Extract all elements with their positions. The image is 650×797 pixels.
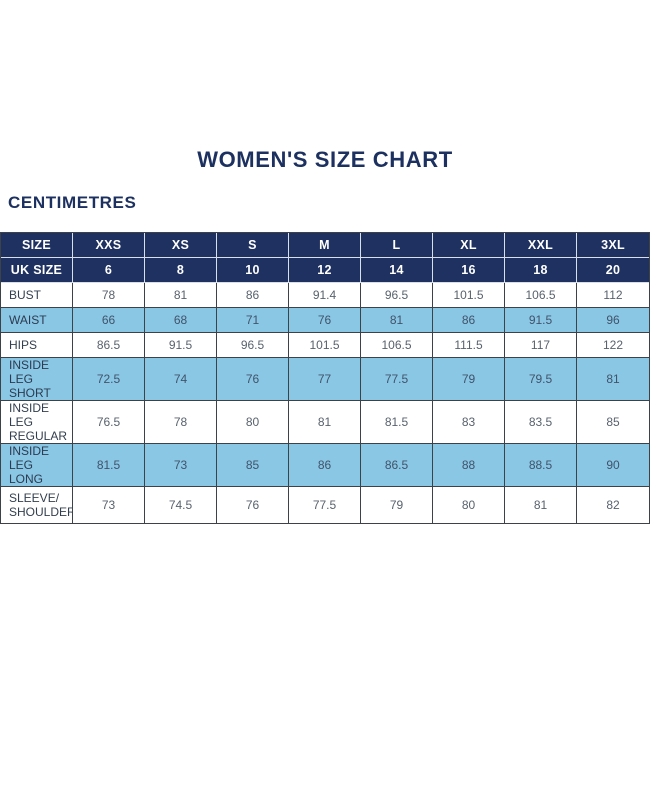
value-cell: 77.5 <box>361 358 433 401</box>
uk-size-value: 12 <box>289 258 361 283</box>
header-cell-s: S <box>217 233 289 258</box>
value-cell: 74 <box>145 358 217 401</box>
uk-size-row: UK SIZE 6 8 10 12 14 16 18 20 <box>1 258 649 283</box>
header-cell-l: L <box>361 233 433 258</box>
value-cell: 88.5 <box>505 444 577 487</box>
value-cell: 91.4 <box>289 283 361 308</box>
value-cell: 88 <box>433 444 505 487</box>
uk-size-value: 20 <box>577 258 649 283</box>
value-cell: 85 <box>577 401 649 444</box>
table-row-inside-leg-long: INSIDE LEG LONG 81.5 73 85 86 86.5 88 88… <box>1 444 649 487</box>
header-cell-3xl: 3XL <box>577 233 649 258</box>
value-cell: 81.5 <box>73 444 145 487</box>
value-cell: 83 <box>433 401 505 444</box>
value-cell: 117 <box>505 333 577 358</box>
value-cell: 85 <box>217 444 289 487</box>
value-cell: 90 <box>577 444 649 487</box>
header-cell-xs: XS <box>145 233 217 258</box>
row-label: INSIDE LEG LONG <box>1 444 73 487</box>
value-cell: 82 <box>577 487 649 523</box>
value-cell: 80 <box>433 487 505 523</box>
row-label: WAIST <box>1 308 73 333</box>
value-cell: 86.5 <box>73 333 145 358</box>
unit-label: CENTIMETRES <box>8 193 137 212</box>
value-cell: 111.5 <box>433 333 505 358</box>
uk-size-value: 10 <box>217 258 289 283</box>
row-label: BUST <box>1 283 73 308</box>
value-cell: 68 <box>145 308 217 333</box>
value-cell: 106.5 <box>505 283 577 308</box>
header-cell-xxl: XXL <box>505 233 577 258</box>
value-cell: 81 <box>361 308 433 333</box>
value-cell: 78 <box>73 283 145 308</box>
value-cell: 80 <box>217 401 289 444</box>
table-row-inside-leg-short: INSIDE LEG SHORT 72.5 74 76 77 77.5 79 7… <box>1 358 649 401</box>
value-cell: 96.5 <box>361 283 433 308</box>
row-label: INSIDE LEG REGULAR <box>1 401 73 444</box>
value-cell: 79 <box>361 487 433 523</box>
value-cell: 86.5 <box>361 444 433 487</box>
value-cell: 81 <box>145 283 217 308</box>
value-cell: 76.5 <box>73 401 145 444</box>
value-cell: 71 <box>217 308 289 333</box>
value-cell: 86 <box>217 283 289 308</box>
uk-size-value: 6 <box>73 258 145 283</box>
value-cell: 101.5 <box>433 283 505 308</box>
uk-size-value: 16 <box>433 258 505 283</box>
uk-size-value: 8 <box>145 258 217 283</box>
uk-size-value: 18 <box>505 258 577 283</box>
table-row-inside-leg-regular: INSIDE LEG REGULAR 76.5 78 80 81 81.5 83… <box>1 401 649 444</box>
value-cell: 66 <box>73 308 145 333</box>
value-cell: 106.5 <box>361 333 433 358</box>
value-cell: 78 <box>145 401 217 444</box>
value-cell: 81 <box>289 401 361 444</box>
value-cell: 91.5 <box>505 308 577 333</box>
value-cell: 73 <box>145 444 217 487</box>
value-cell: 81 <box>505 487 577 523</box>
row-label: HIPS <box>1 333 73 358</box>
value-cell: 96 <box>577 308 649 333</box>
value-cell: 122 <box>577 333 649 358</box>
table-row-bust: BUST 78 81 86 91.4 96.5 101.5 106.5 112 <box>1 283 649 308</box>
value-cell: 112 <box>577 283 649 308</box>
header-cell-xxs: XXS <box>73 233 145 258</box>
value-cell: 73 <box>73 487 145 523</box>
value-cell: 81 <box>577 358 649 401</box>
value-cell: 96.5 <box>217 333 289 358</box>
value-cell: 77 <box>289 358 361 401</box>
header-cell-m: M <box>289 233 361 258</box>
table-row-waist: WAIST 66 68 71 76 81 86 91.5 96 <box>1 308 649 333</box>
row-label: SLEEVE/ SHOULDER <box>1 487 73 523</box>
header-cell-xl: XL <box>433 233 505 258</box>
uk-size-label: UK SIZE <box>1 258 73 283</box>
value-cell: 91.5 <box>145 333 217 358</box>
value-cell: 72.5 <box>73 358 145 401</box>
page-title: WOMEN'S SIZE CHART <box>197 147 453 172</box>
table-row-hips: HIPS 86.5 91.5 96.5 101.5 106.5 111.5 11… <box>1 333 649 358</box>
table-header: SIZE XXS XS S M L XL XXL 3XL UK SIZE 6 8… <box>1 233 649 283</box>
value-cell: 86 <box>433 308 505 333</box>
value-cell: 79 <box>433 358 505 401</box>
value-cell: 86 <box>289 444 361 487</box>
row-label: INSIDE LEG SHORT <box>1 358 73 401</box>
table-body: BUST 78 81 86 91.4 96.5 101.5 106.5 112 … <box>1 283 649 523</box>
size-chart-table: SIZE XXS XS S M L XL XXL 3XL UK SIZE 6 8… <box>0 232 650 524</box>
value-cell: 101.5 <box>289 333 361 358</box>
value-cell: 77.5 <box>289 487 361 523</box>
value-cell: 79.5 <box>505 358 577 401</box>
value-cell: 83.5 <box>505 401 577 444</box>
value-cell: 76 <box>289 308 361 333</box>
value-cell: 76 <box>217 487 289 523</box>
table-row-sleeve-shoulder: SLEEVE/ SHOULDER 73 74.5 76 77.5 79 80 8… <box>1 487 649 523</box>
header-cell-size: SIZE <box>1 233 73 258</box>
value-cell: 76 <box>217 358 289 401</box>
uk-size-value: 14 <box>361 258 433 283</box>
size-header-row: SIZE XXS XS S M L XL XXL 3XL <box>1 233 649 258</box>
value-cell: 74.5 <box>145 487 217 523</box>
value-cell: 81.5 <box>361 401 433 444</box>
